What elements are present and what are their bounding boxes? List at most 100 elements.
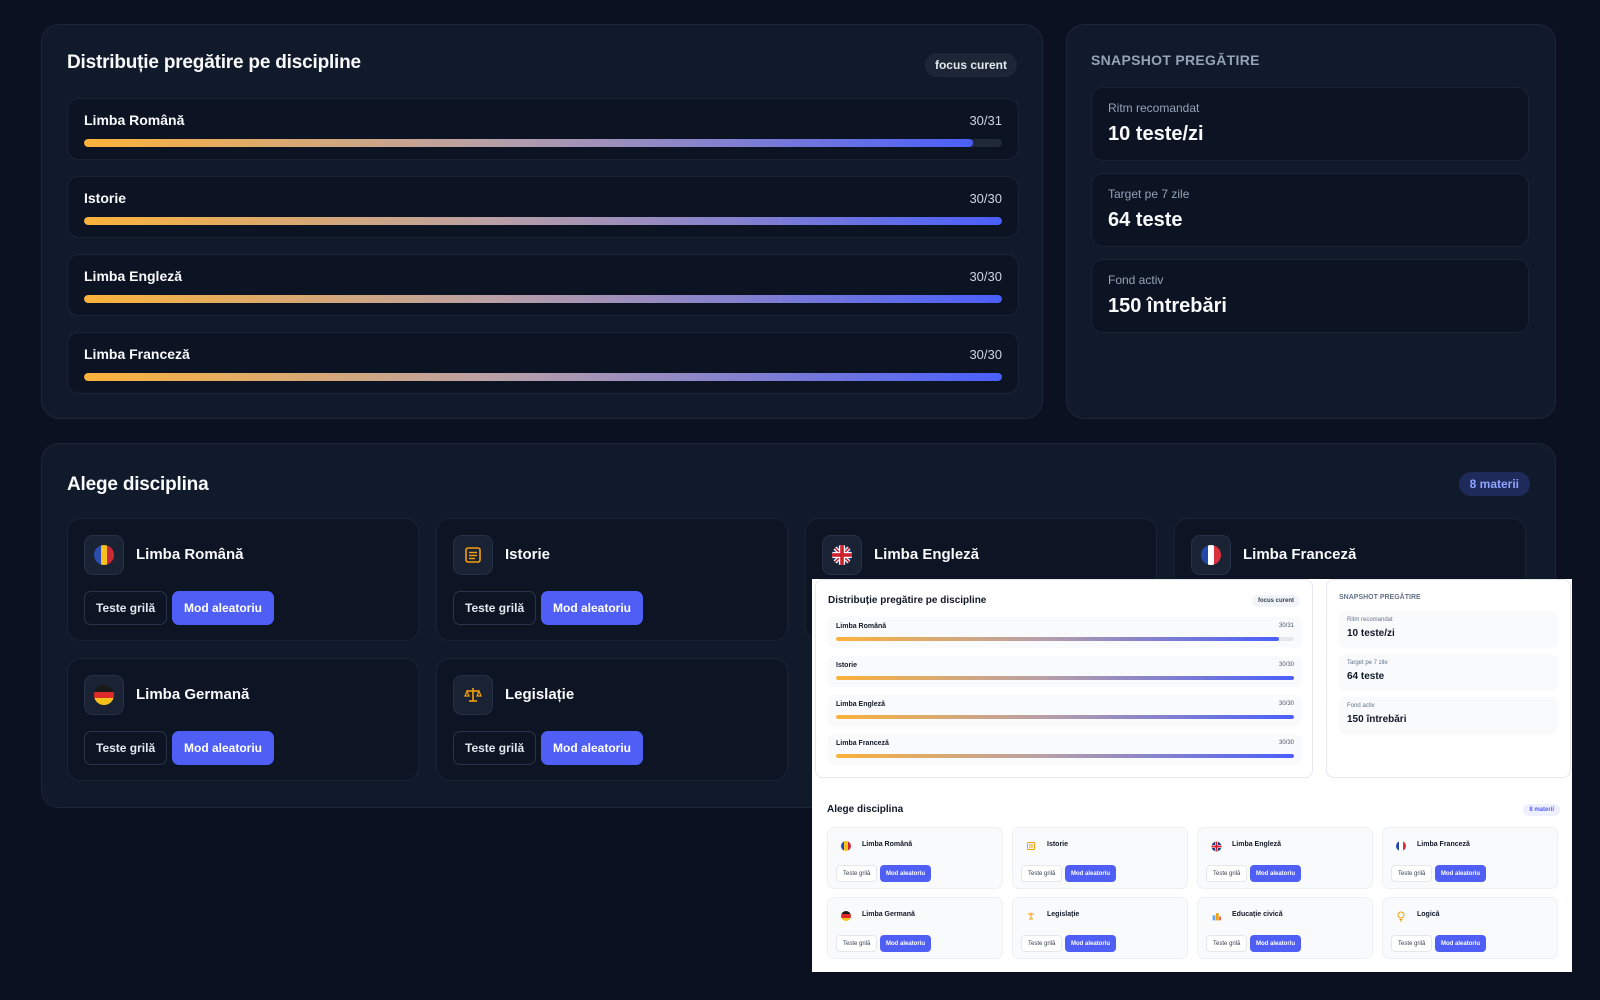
focus-pill: focus curent bbox=[924, 53, 1017, 77]
subjects-count-badge: 8 materii bbox=[1458, 472, 1530, 496]
stat-value: 10 teste/zi bbox=[1108, 123, 1204, 145]
grid-tests-button[interactable]: Teste grilă bbox=[453, 591, 537, 625]
subject-progress-row: Limba Română 30/31 bbox=[828, 617, 1302, 648]
distribution-title: Distribuție pregătire pe discipline bbox=[828, 595, 987, 606]
choose-discipline-card: Alege disciplina 8 materii Limba Română … bbox=[815, 790, 1572, 972]
random-mode-button[interactable]: Mod aleatoriu bbox=[1065, 865, 1117, 882]
snapshot-card: SNAPSHOT PREGĂTIRE Ritm recomandat 10 te… bbox=[1066, 24, 1556, 419]
progress-track bbox=[836, 637, 1294, 641]
subject-name: Limba Franceză bbox=[84, 346, 190, 362]
discipline-card: Limba Germană Teste grilă Mod aleatoriu bbox=[67, 658, 419, 781]
distribution-title: Distribuție pregătire pe discipline bbox=[67, 52, 361, 73]
progress-fill bbox=[84, 373, 1002, 381]
grid-tests-button[interactable]: Teste grilă bbox=[84, 731, 168, 765]
discipline-card: Limba Franceză Teste grilă Mod aleatoriu bbox=[1382, 827, 1558, 889]
random-mode-button[interactable]: Mod aleatoriu bbox=[880, 935, 932, 952]
discipline-name: Limba Română bbox=[136, 546, 244, 563]
grid-tests-button[interactable]: Teste grilă bbox=[453, 731, 537, 765]
random-mode-button[interactable]: Mod aleatoriu bbox=[541, 591, 644, 625]
stat-label: Target pe 7 zile bbox=[1347, 660, 1388, 666]
discipline-card: Limba Română Teste grilă Mod aleatoriu bbox=[827, 827, 1003, 889]
stat-tile: Ritm recomandat 10 teste/zi bbox=[1091, 87, 1529, 161]
stat-label: Target pe 7 zile bbox=[1108, 187, 1190, 201]
discipline-card: Educație civică Teste grilă Mod aleatori… bbox=[1197, 897, 1373, 959]
romania-flag-icon bbox=[84, 535, 124, 575]
stat-value: 64 teste bbox=[1108, 209, 1183, 231]
progress-fill bbox=[836, 637, 1280, 641]
progress-track bbox=[84, 373, 1002, 381]
progress-track bbox=[836, 754, 1294, 758]
scroll-icon bbox=[453, 535, 493, 575]
random-mode-button[interactable]: Mod aleatoriu bbox=[1435, 935, 1487, 952]
progress-fill bbox=[836, 754, 1294, 758]
subject-name: Istorie bbox=[84, 190, 127, 206]
discipline-name: Istorie bbox=[505, 546, 551, 563]
grid-tests-button[interactable]: Teste grilă bbox=[836, 865, 878, 882]
subject-count: 30/30 bbox=[1278, 701, 1294, 707]
subject-count: 30/30 bbox=[969, 347, 1002, 362]
grid-tests-button[interactable]: Teste grilă bbox=[1391, 935, 1433, 952]
stat-tile: Fond activ 150 întrebări bbox=[1091, 259, 1529, 333]
scales-icon bbox=[1021, 906, 1041, 926]
distribution-card: Distribuție pregătire pe discipline focu… bbox=[815, 579, 1313, 778]
discipline-card: Istorie Teste grilă Mod aleatoriu bbox=[1012, 827, 1188, 889]
discipline-name: Legislație bbox=[505, 686, 575, 703]
discipline-card: Legislație Teste grilă Mod aleatoriu bbox=[1012, 897, 1188, 959]
grid-tests-button[interactable]: Teste grilă bbox=[1206, 865, 1248, 882]
stat-tile: Target pe 7 zile 64 teste bbox=[1339, 654, 1558, 691]
random-mode-button[interactable]: Mod aleatoriu bbox=[541, 731, 644, 765]
discipline-name: Educație civică bbox=[1232, 911, 1283, 918]
discipline-name: Limba Engleză bbox=[1232, 841, 1282, 848]
stat-tile: Fond activ 150 întrebări bbox=[1339, 697, 1558, 734]
subject-progress-row: Limba Franceză 30/30 bbox=[67, 332, 1019, 394]
random-mode-button[interactable]: Mod aleatoriu bbox=[172, 591, 275, 625]
snapshot-heading: SNAPSHOT PREGĂTIRE bbox=[1091, 52, 1260, 68]
progress-track bbox=[836, 715, 1294, 719]
grid-tests-button[interactable]: Teste grilă bbox=[1021, 935, 1063, 952]
subjects-count-badge: 8 materii bbox=[1523, 804, 1560, 816]
light-theme-preview: Distribuție pregătire pe discipline focu… bbox=[812, 579, 1572, 972]
subject-progress-row: Limba Engleză 30/30 bbox=[828, 695, 1302, 726]
discipline-name: Logică bbox=[1417, 911, 1440, 918]
discipline-name: Limba Engleză bbox=[874, 546, 980, 563]
random-mode-button[interactable]: Mod aleatoriu bbox=[1435, 865, 1487, 882]
discipline-card: Limba Engleză Teste grilă Mod aleatoriu bbox=[1197, 827, 1373, 889]
discipline-card: Legislație Teste grilă Mod aleatoriu bbox=[436, 658, 788, 781]
grid-tests-button[interactable]: Teste grilă bbox=[1021, 865, 1063, 882]
uk-flag-icon bbox=[822, 535, 862, 575]
random-mode-button[interactable]: Mod aleatoriu bbox=[172, 731, 275, 765]
discipline-name: Limba Germană bbox=[136, 686, 250, 703]
germany-flag-icon bbox=[836, 906, 856, 926]
progress-fill bbox=[84, 217, 1002, 225]
progress-fill bbox=[84, 295, 1002, 303]
discipline-card: Limba Germană Teste grilă Mod aleatoriu bbox=[827, 897, 1003, 959]
progress-track bbox=[84, 139, 1002, 147]
random-mode-button[interactable]: Mod aleatoriu bbox=[1250, 935, 1302, 952]
grid-tests-button[interactable]: Teste grilă bbox=[1391, 865, 1433, 882]
random-mode-button[interactable]: Mod aleatoriu bbox=[1065, 935, 1117, 952]
subject-count: 30/30 bbox=[969, 191, 1002, 206]
grid-tests-button[interactable]: Teste grilă bbox=[836, 935, 878, 952]
grid-tests-button[interactable]: Teste grilă bbox=[1206, 935, 1248, 952]
stat-tile: Ritm recomandat 10 teste/zi bbox=[1339, 611, 1558, 648]
subject-progress-row: Limba Engleză 30/30 bbox=[67, 254, 1019, 316]
choose-title: Alege disciplina bbox=[67, 474, 209, 495]
subject-progress-row: Istorie 30/30 bbox=[67, 176, 1019, 238]
stat-label: Ritm recomandat bbox=[1108, 101, 1200, 115]
grid-tests-button[interactable]: Teste grilă bbox=[84, 591, 168, 625]
subject-name: Limba Engleză bbox=[836, 701, 886, 708]
subject-count: 30/31 bbox=[969, 113, 1002, 128]
snapshot-heading: SNAPSHOT PREGĂTIRE bbox=[1339, 594, 1421, 601]
random-mode-button[interactable]: Mod aleatoriu bbox=[880, 865, 932, 882]
random-mode-button[interactable]: Mod aleatoriu bbox=[1250, 865, 1302, 882]
uk-flag-icon bbox=[1206, 836, 1226, 856]
subject-count: 30/30 bbox=[1278, 662, 1294, 668]
subject-count: 30/31 bbox=[1278, 623, 1294, 629]
romania-flag-icon bbox=[836, 836, 856, 856]
progress-fill bbox=[836, 676, 1294, 680]
lightbulb-icon bbox=[1391, 906, 1411, 926]
progress-track bbox=[84, 217, 1002, 225]
discipline-name: Limba Română bbox=[862, 841, 913, 848]
france-flag-icon bbox=[1191, 535, 1231, 575]
distribution-card: Distribuție pregătire pe discipline focu… bbox=[41, 24, 1043, 419]
